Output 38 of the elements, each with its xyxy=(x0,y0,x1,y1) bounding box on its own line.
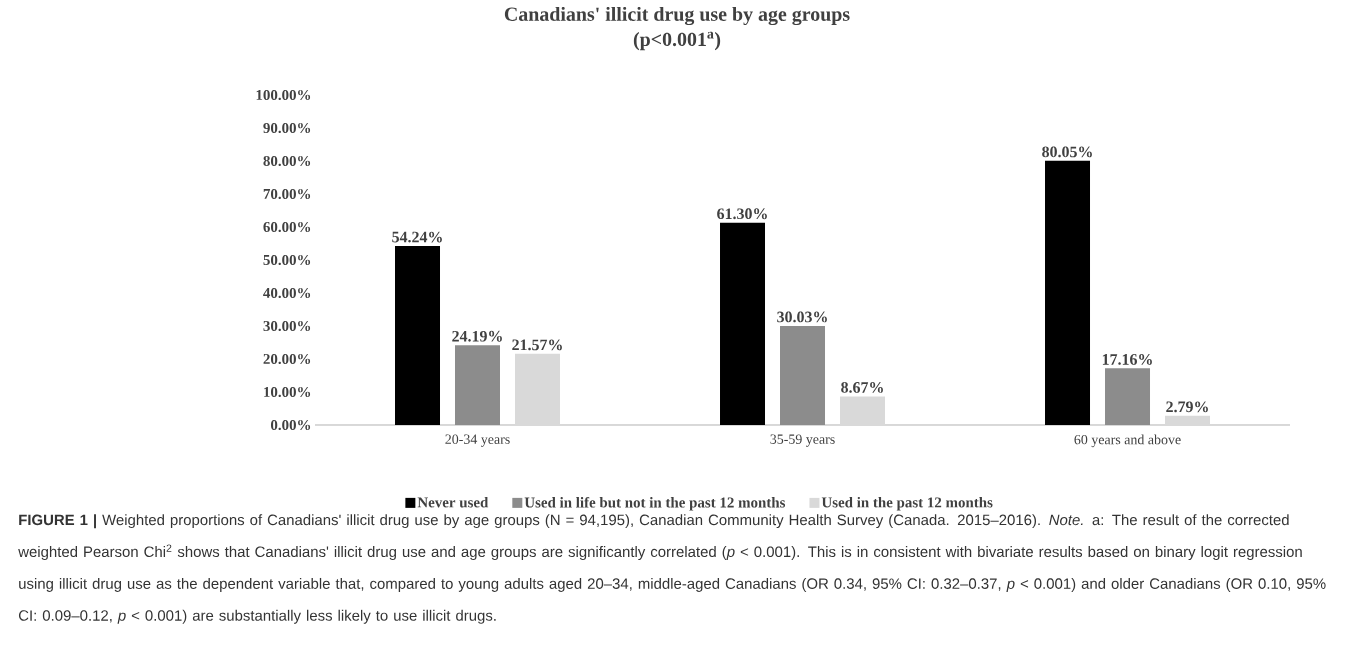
data-label: 8.67% xyxy=(841,382,883,393)
x-tick-label: 35-59 years xyxy=(770,434,835,447)
data-label: 61.30% xyxy=(717,208,767,220)
y-tick-label: 40.00% xyxy=(263,287,311,299)
data-label: 2.79% xyxy=(1166,401,1208,413)
bar xyxy=(1165,415,1211,425)
x-tick-label: 20-34 years xyxy=(445,434,510,447)
y-tick-label: 90.00% xyxy=(263,122,311,134)
y-tick-label: 0.00% xyxy=(270,419,311,431)
text: FIGURE 1 | Weighted proportions of Canadians' illicit drug use by age groups (N = 94,195), Canadian Community Health Survey (Canada. 2015–2016). Note. a: The result of the corrected weighted Pearson Chi$^{2}$ shows that Canadians' illicit drug use and age groups are significantly correlated (p < 0.001). This is in consistent with bivariate results based on binary logit regression using illicit drug use as the dependent variable that, compared to young adults aged 20–34, middle-aged Canadians (OR 0.34, 95% CI: 0.32–0.37, p < 0.001) and older Canadians (OR 0.10, 95% CI: 0.09–0.12, p < 0.001) are substantially less likely to use illicit drugs. xyxy=(18,514,1326,624)
data-label: 17.16% xyxy=(1102,354,1152,365)
y-tick-label: 50.00% xyxy=(263,254,311,266)
bar xyxy=(780,325,826,425)
chart-title: Canadians' illicit drug use by age groups xyxy=(504,6,850,26)
bar xyxy=(515,353,560,425)
legend-label: Used in life but not in the past 12 months xyxy=(524,496,786,511)
bar xyxy=(720,222,766,425)
y-tick-label: 20.00% xyxy=(263,353,311,365)
bar xyxy=(1045,160,1091,425)
bar xyxy=(395,246,440,425)
data-label: 54.24% xyxy=(392,231,442,243)
y-tick-label: 80.00% xyxy=(263,155,311,167)
y-tick-label: 30.00% xyxy=(263,320,311,332)
x-tick-label: 60 years and above xyxy=(1074,434,1181,448)
bar xyxy=(455,345,500,425)
y-tick-label: 70.00% xyxy=(263,188,311,200)
data-label: 21.57% xyxy=(512,339,562,351)
chart-subtitle: (p<0.001$^{a}$) xyxy=(633,31,721,51)
bar xyxy=(1105,368,1151,425)
y-tick-label: 60.00% xyxy=(263,221,311,233)
data-label: 80.05% xyxy=(1042,146,1092,158)
data-label: 30.03% xyxy=(777,311,827,323)
legend-label: Never used xyxy=(417,496,489,508)
y-tick-label: 10.00% xyxy=(264,386,311,398)
bar xyxy=(840,396,886,425)
y-tick-label: 100.00% xyxy=(256,89,311,101)
data-label: 24.19% xyxy=(452,330,502,342)
legend-label: Used in the past 12 months xyxy=(821,496,993,511)
